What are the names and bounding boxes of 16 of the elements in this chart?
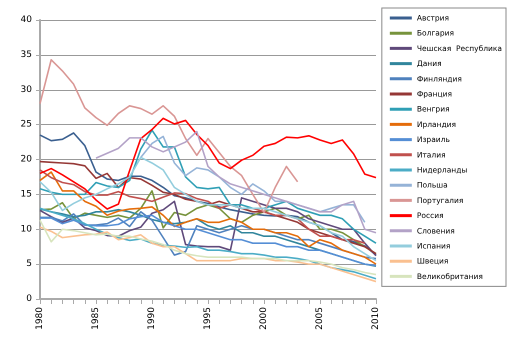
y-tick-label: 5 (26, 259, 32, 270)
y-tick-label: 15 (20, 189, 32, 200)
y-tick-label: 35 (20, 50, 32, 60)
x-tick-label: 1995 (203, 307, 213, 330)
x-tick-label: 1980 (35, 306, 45, 330)
y-tick-label: 40 (20, 15, 32, 25)
x-tick-label: 1990 (147, 306, 157, 330)
y-tick-label: 20 (20, 154, 32, 164)
x-tick-label: 2005 (315, 307, 325, 330)
y-tick-label: 30 (20, 84, 32, 95)
x-tick-label: 2000 (259, 306, 269, 330)
y-tick-label: 10 (20, 224, 32, 234)
x-tick-label: 1985 (91, 307, 101, 330)
x-tick-label: 2010 (371, 306, 381, 330)
y-tick-label: 0 (26, 294, 32, 304)
y-tick-label: 25 (20, 120, 32, 130)
